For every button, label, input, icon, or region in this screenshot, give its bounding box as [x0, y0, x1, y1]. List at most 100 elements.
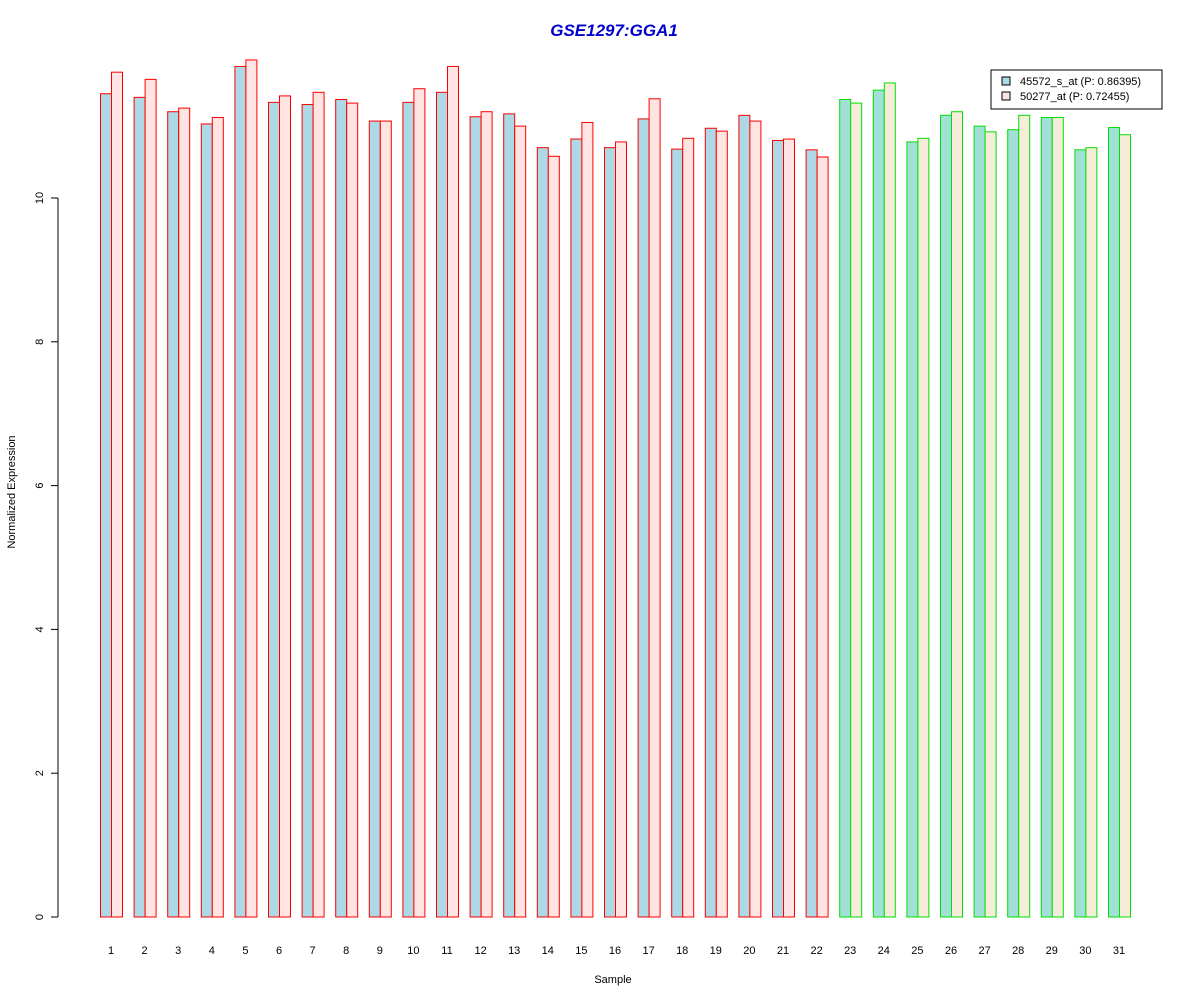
bars-layer: [100, 59, 1131, 918]
bar-series1: [368, 120, 381, 918]
x-tick-label: 14: [542, 945, 554, 957]
y-tick-label: 0: [34, 914, 46, 920]
bar-series1: [503, 113, 516, 918]
y-tick-label: 4: [34, 626, 46, 632]
bar-series2: [279, 95, 291, 918]
x-tick-label: 8: [343, 945, 349, 957]
y-tick-label: 2: [34, 770, 46, 776]
bar-series1: [973, 125, 986, 918]
bar-series2: [749, 120, 762, 918]
bar-series1: [402, 101, 415, 918]
x-tick-label: 20: [743, 945, 755, 957]
bar-series2: [245, 59, 258, 918]
bar-series2: [850, 102, 863, 918]
legend-label: 45572_s_at (P: 0.86395): [1020, 76, 1141, 88]
bar-series1: [872, 89, 885, 918]
x-tick-label: 23: [844, 945, 856, 957]
y-tick-label: 6: [34, 483, 46, 489]
y-tick-label: 10: [34, 192, 46, 204]
bar-series2: [883, 82, 896, 918]
bar-series2: [682, 137, 695, 918]
x-tick-label: 13: [508, 945, 520, 957]
bar-series2: [514, 125, 527, 918]
bar-series2: [447, 65, 459, 918]
bar-series2: [144, 78, 157, 918]
bar-series1: [536, 147, 549, 918]
chart-title: GSE1297:GGA1: [550, 21, 678, 40]
bar-series2: [211, 116, 224, 918]
bar-series2: [178, 107, 191, 918]
x-tick-label: 30: [1079, 945, 1091, 957]
bar-series2: [951, 111, 963, 918]
bar-series1: [335, 98, 348, 918]
bar-series1: [940, 114, 952, 918]
bar-series1: [906, 141, 919, 918]
x-tick-label: 1: [108, 945, 114, 957]
x-tick-label: 29: [1046, 945, 1058, 957]
bar-series1: [301, 104, 314, 918]
legend-label: 50277_at (P: 0.72455): [1020, 91, 1129, 103]
bar-series2: [715, 130, 728, 918]
bar-series2: [480, 111, 493, 918]
bar-series2: [581, 122, 594, 918]
bar-series1: [436, 91, 448, 918]
bar-series2: [1119, 134, 1131, 918]
x-tick-label: 28: [1012, 945, 1024, 957]
x-tick-label: 17: [642, 945, 654, 957]
bar-series1: [268, 101, 280, 918]
legend: 45572_s_at (P: 0.86395) 50277_at (P: 0.7…: [990, 69, 1163, 110]
legend-swatch: [1001, 76, 1011, 86]
bar-series1: [133, 96, 146, 918]
x-tick-label: 12: [474, 945, 486, 957]
bar-series1: [234, 65, 247, 918]
legend-swatch: [1001, 91, 1011, 101]
bar-series1: [1040, 116, 1053, 918]
bar-series1: [100, 93, 112, 918]
bar-series1: [1108, 127, 1120, 918]
x-tick-label: 2: [142, 945, 148, 957]
bar-series2: [1085, 147, 1098, 918]
bar-series1: [200, 123, 213, 918]
y-tick-label: 8: [34, 339, 46, 345]
x-tick-label: 4: [209, 945, 215, 957]
y-axis-label: Normalized Expression: [6, 435, 18, 548]
bar-series1: [167, 111, 180, 918]
bar-series1: [704, 127, 717, 918]
bar-series2: [1051, 116, 1064, 918]
bar-series2: [615, 141, 627, 918]
bar-series2: [648, 98, 661, 918]
x-tick-label: 24: [878, 945, 890, 957]
bar-series2: [917, 137, 930, 918]
x-tick-label: 9: [377, 945, 383, 957]
x-tick-label: 21: [777, 945, 789, 957]
bar-series1: [839, 98, 852, 918]
x-axis: 1 2 3 4 5 6 7 8 9 10 11 12 13 14 15 16 17 18 19 20 21 22 23 24 2…: [108, 945, 1125, 957]
bar-series1: [604, 147, 616, 918]
x-tick-label: 6: [276, 945, 282, 957]
x-tick-label: 26: [945, 945, 957, 957]
bar-series1: [1007, 129, 1020, 918]
bar-series2: [783, 138, 795, 918]
bar-series2: [1018, 114, 1031, 918]
bar-series2: [346, 102, 359, 918]
x-tick-label: 27: [978, 945, 990, 957]
bar-series1: [805, 149, 818, 918]
bar-series1: [738, 114, 751, 918]
x-tick-label: 16: [609, 945, 621, 957]
x-tick-label: 11: [441, 945, 452, 957]
x-tick-label: 7: [310, 945, 316, 957]
x-tick-label: 10: [407, 945, 419, 957]
bar-series2: [413, 88, 426, 918]
bar-series1: [772, 139, 784, 918]
bar-series2: [984, 131, 997, 918]
bar-series2: [816, 156, 829, 918]
x-tick-label: 19: [710, 945, 722, 957]
bar-series1: [1074, 149, 1087, 918]
bar-series1: [469, 116, 482, 918]
legend-box: [990, 69, 1163, 110]
x-axis-label: Sample: [594, 974, 631, 986]
x-tick-label: 18: [676, 945, 688, 957]
x-tick-label: 22: [810, 945, 822, 957]
bar-series2: [547, 155, 560, 918]
